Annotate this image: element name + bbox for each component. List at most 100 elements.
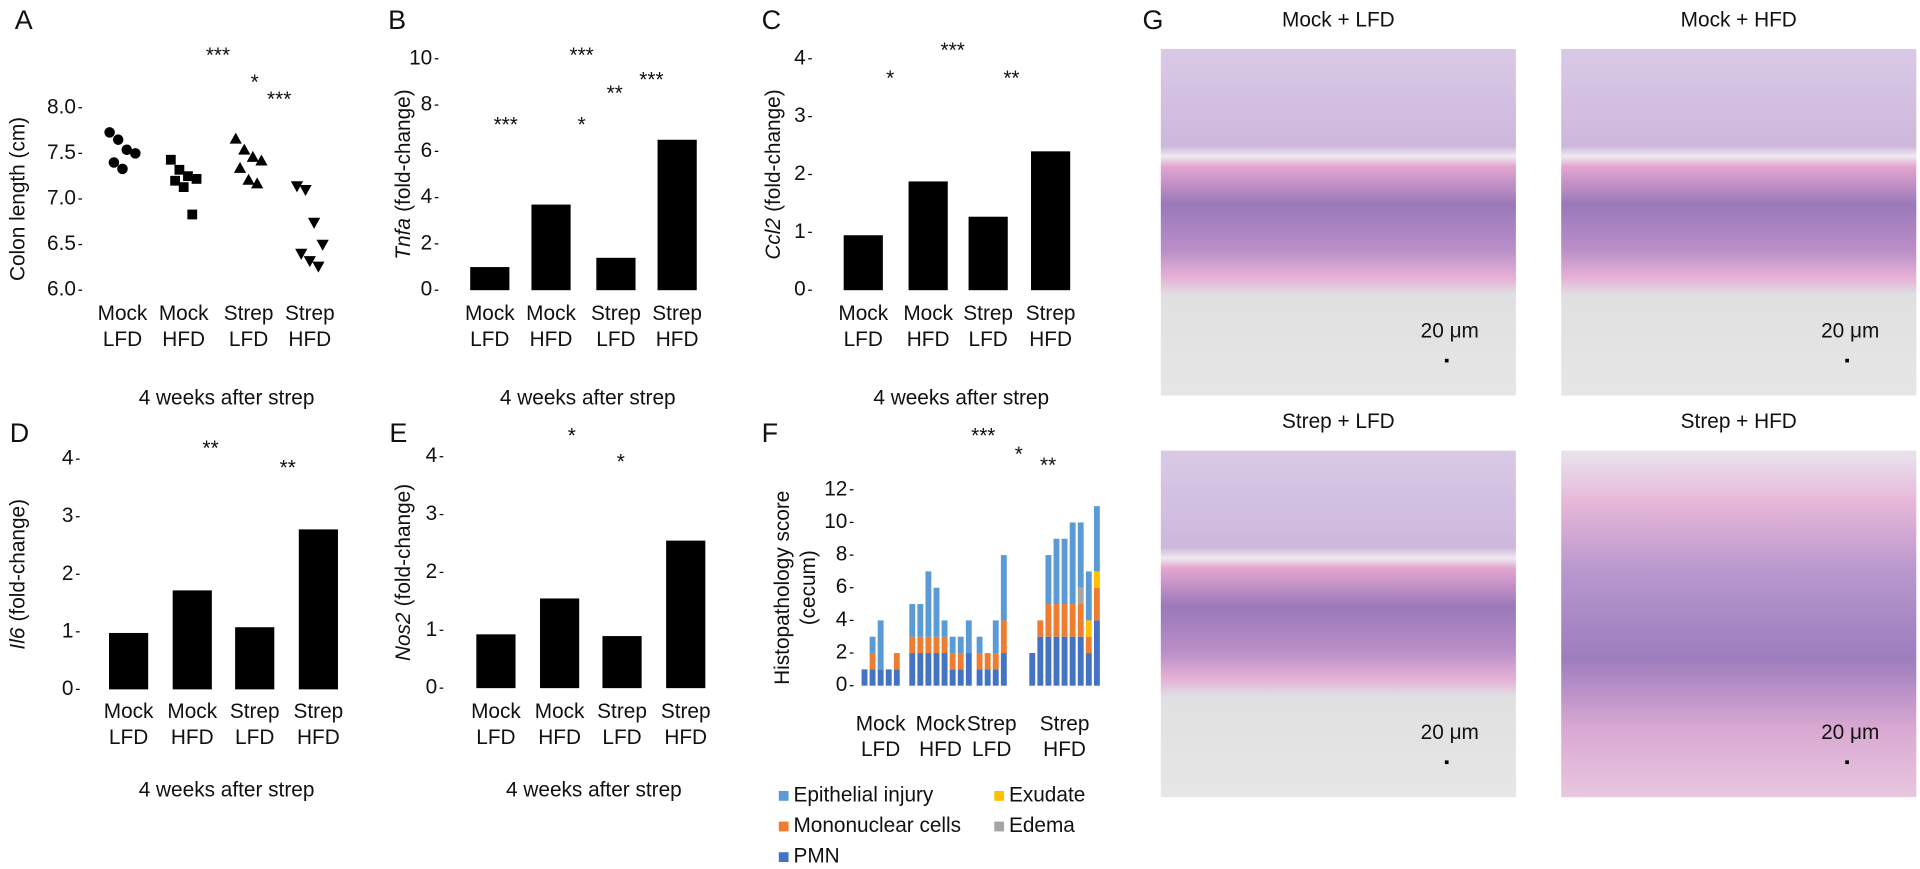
y-axis-unit: (fold-change) — [761, 89, 784, 212]
bar-segment — [869, 669, 876, 686]
bar-segment — [992, 620, 999, 654]
data-point — [238, 143, 251, 155]
y-tick-label: 0 — [62, 677, 74, 700]
bar-segment — [893, 653, 900, 670]
x-tick-label: Strep — [591, 302, 641, 325]
histology-image — [1160, 450, 1516, 798]
y-tick-label: 2 — [421, 231, 433, 254]
bar-segment — [1045, 555, 1052, 605]
bar-segment — [941, 653, 948, 686]
panel-label: G — [1142, 5, 1163, 35]
bar-segment — [1000, 555, 1007, 621]
y-tick-label: 2 — [62, 562, 74, 585]
x-tick-label: HFD — [907, 328, 950, 351]
x-tick-label: LFD — [972, 738, 1011, 761]
significance: ** — [1040, 454, 1056, 477]
y-tick-label: 8.0 — [47, 95, 76, 118]
bar-segment — [925, 636, 932, 654]
data-point — [191, 174, 202, 184]
bar-segment — [957, 636, 964, 654]
x-tick-label: Mock — [535, 700, 585, 723]
legend-swatch — [778, 852, 789, 863]
significance: *** — [267, 88, 291, 111]
bar-segment — [1085, 571, 1092, 621]
bar-segment — [925, 653, 932, 686]
significance: * — [578, 114, 586, 137]
x-tick-label: LFD — [229, 328, 268, 351]
x-tick-label: LFD — [103, 328, 142, 351]
x-tick-label: LFD — [596, 328, 635, 351]
y-tick-label: 6.5 — [47, 232, 76, 255]
bar-segment — [1045, 604, 1052, 637]
x-tick-label: HFD — [162, 328, 205, 351]
significance: * — [886, 67, 894, 90]
data-point — [307, 217, 321, 229]
legend-swatch — [994, 821, 1005, 832]
significance: ** — [1003, 67, 1019, 90]
x-axis-label: 4 weeks after strep — [139, 779, 315, 802]
bar — [540, 598, 580, 689]
x-tick-label: Strep — [1040, 712, 1090, 735]
bar-segment — [933, 636, 940, 654]
x-tick-label: Mock — [903, 302, 953, 325]
bar — [908, 181, 948, 291]
data-point — [251, 177, 264, 189]
bar-segment — [992, 653, 999, 670]
x-tick-label: Strep — [597, 700, 647, 723]
x-tick-label: Mock — [104, 700, 154, 723]
bar-segment — [917, 653, 924, 686]
x-tick-label: LFD — [476, 726, 515, 749]
x-tick-label: HFD — [538, 726, 581, 749]
bar — [843, 235, 883, 291]
significance: ** — [280, 456, 296, 479]
data-point — [246, 150, 259, 162]
y-axis-label: Tnfa (fold-change) — [392, 89, 415, 259]
y-tick-label: 10 — [824, 510, 847, 533]
bar-segment — [1061, 538, 1068, 605]
x-tick-label: Strep — [1026, 302, 1076, 325]
bar-segment — [1069, 604, 1076, 637]
scale-bar-label: 20 μm — [1421, 721, 1479, 744]
y-axis-label: Il6 (fold-change) — [6, 499, 29, 650]
bar-segment — [949, 669, 956, 686]
bar-segment — [1077, 522, 1084, 588]
histology-image — [1160, 48, 1516, 396]
data-point — [183, 171, 193, 182]
data-point — [104, 127, 115, 138]
data-point — [255, 154, 268, 166]
data-point — [174, 164, 185, 175]
y-axis-label: Nos2 (fold-change) — [392, 484, 415, 661]
bar — [235, 627, 275, 690]
panel-label: E — [389, 418, 407, 448]
legend-swatch — [778, 821, 789, 832]
panel-label: F — [762, 418, 778, 448]
bar-segment — [917, 636, 924, 654]
data-point — [187, 209, 198, 220]
bar-segment — [869, 636, 876, 654]
x-tick-label: HFD — [664, 726, 707, 749]
gene-name: Il6 — [6, 627, 29, 649]
x-tick-label: LFD — [969, 328, 1008, 351]
x-tick-label: Strep — [661, 700, 711, 723]
bar-segment — [1000, 620, 1007, 654]
bar-segment — [941, 636, 948, 654]
x-tick-label: Strep — [963, 302, 1013, 325]
significance: ** — [203, 437, 219, 460]
bar-segment — [1077, 604, 1084, 637]
bar-segment — [949, 636, 956, 654]
y-tick-label: 2 — [794, 162, 806, 185]
bar — [470, 267, 510, 291]
x-axis-label: 4 weeks after strep — [500, 387, 676, 410]
y-tick-label: 12 — [824, 477, 847, 500]
x-tick-label: Strep — [224, 302, 274, 325]
x-tick-label: Mock — [159, 302, 209, 325]
y-axis-label: Colon length (cm) — [6, 117, 29, 281]
y-tick-label: 1 — [62, 619, 74, 642]
bar-segment — [941, 620, 948, 637]
bar-segment — [1093, 620, 1100, 686]
bar-segment — [869, 653, 876, 670]
y-tick-label: 6 — [836, 575, 848, 598]
data-point — [229, 132, 242, 144]
x-axis-label: 4 weeks after strep — [506, 779, 682, 802]
x-tick-label: Strep — [967, 712, 1017, 735]
